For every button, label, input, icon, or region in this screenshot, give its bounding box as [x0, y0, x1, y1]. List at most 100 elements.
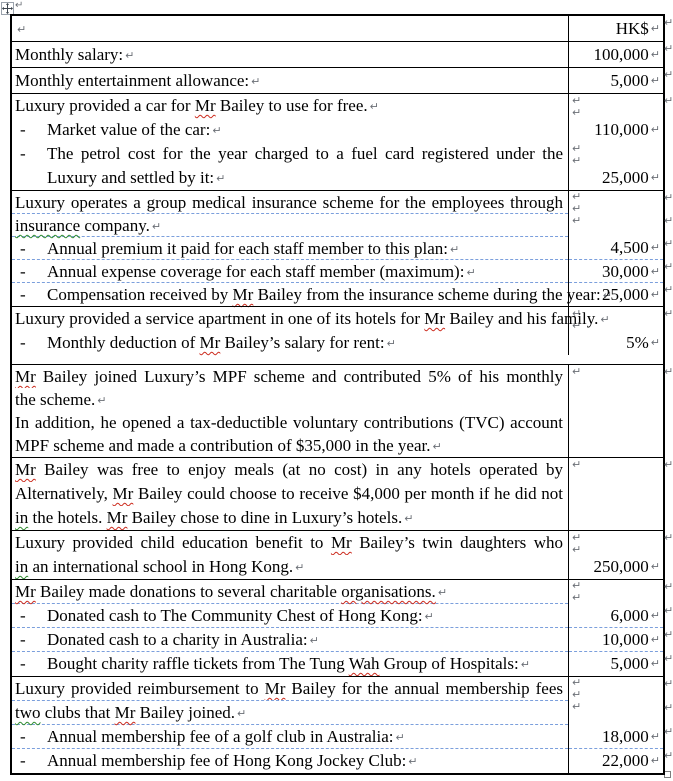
sub-item-line[interactable]: - The petrol cost for the year charged to… — [12, 142, 568, 166]
table-row-entertainment-allowance: Monthly entertainment allowance: ↵ 5,000 ↵… — [12, 67, 673, 93]
description-line[interactable]: Luxury operates a group medical insuranc… — [12, 191, 568, 214]
sub-item-line[interactable]: - Monthly deduction of Mr Bailey’s salary… — [12, 331, 568, 355]
header-description-cell[interactable]: ↵ — [12, 16, 568, 41]
paragraph-mark: ↵ — [650, 264, 660, 278]
amount-value: 4,500 — [610, 238, 649, 257]
text: clubs that — [40, 703, 115, 722]
paragraph-mark: ↵ — [650, 22, 660, 35]
salary-benefits-table: ↵ HK$ ↵ ↵ Monthly salary: ↵ 100,000 ↵ ↵ Mon… — [10, 14, 673, 775]
empty-amount-cell[interactable]: ↵ ↵ — [572, 94, 582, 119]
dash-bullet: - — [20, 120, 26, 139]
misspelled-word: Mr — [199, 333, 221, 352]
amount-value: 22,000 — [602, 751, 649, 770]
text: the hotels. — [28, 508, 107, 527]
amount-value: 25,000 — [602, 285, 649, 304]
paragraph-mark: ↵ — [466, 266, 476, 279]
paragraph-mark: ↵ — [216, 172, 226, 185]
amount-cell[interactable]: 5,000 ↵ — [569, 68, 663, 93]
description-line[interactable]: Monthly entertainment allowance: ↵ — [12, 68, 568, 93]
text: Luxury provided child education benefit … — [15, 533, 331, 552]
paragraph-mark: ↵ — [151, 220, 162, 233]
amount-value: 100,000 — [593, 45, 649, 64]
text: Bailey made donations to several charita… — [35, 582, 342, 601]
paragraph-mark: ↵ — [520, 658, 530, 671]
description-line[interactable]: two clubs that Mr Bailey joined. ↵ — [12, 701, 568, 725]
paragraph-mark: ↵ — [650, 657, 660, 670]
description-line[interactable]: the scheme. ↵ — [12, 388, 568, 411]
amount-value: 25,000 — [602, 168, 649, 187]
misspelled-word: Mr — [15, 582, 36, 601]
paragraph-mark: ↵ — [309, 634, 319, 647]
description-line[interactable]: MPF scheme and made a contribution of $3… — [12, 434, 568, 457]
description-line[interactable]: insurance company. ↵ — [12, 214, 568, 237]
sub-item-line[interactable]: - Annual expense coverage for each staff … — [12, 260, 568, 283]
amount-cell[interactable]: 250,000 ↵ — [569, 555, 663, 579]
description-line[interactable]: Luxury provided child education benefit … — [12, 531, 568, 555]
merged-amount-cell[interactable]: ↵ ↵ ↵ 18,000 ↵ — [569, 677, 663, 749]
description-line[interactable]: in an international school in Hong Kong.… — [12, 555, 568, 579]
misspelled-word: Mr — [15, 367, 36, 386]
empty-amount-cell[interactable]: ↵ — [572, 365, 582, 378]
text: Annual membership fee of a golf club in … — [47, 727, 394, 746]
text: Luxury and settled by it: — [47, 168, 215, 187]
sub-item-line[interactable]: - Market value of the car: ↵ — [12, 118, 568, 142]
paragraph-mark: ↵ — [650, 560, 660, 573]
description-line[interactable]: Mr Bailey was free to enjoy meals (at no… — [12, 458, 568, 482]
amount-cell[interactable]: 5% ↵ — [569, 331, 663, 355]
amount-cell[interactable]: 100,000 ↵ — [569, 42, 663, 67]
paragraph-mark: ↵ — [404, 512, 414, 525]
description-line[interactable]: Monthly salary: ↵ — [12, 42, 568, 67]
description-line[interactable]: In addition, he opened a tax-deductible … — [12, 411, 568, 434]
description-line[interactable]: Mr Bailey joined Luxury’s MPF scheme and… — [12, 365, 568, 388]
amount-value: 250,000 — [593, 557, 649, 576]
empty-amount-cell[interactable]: ↵ ↵ — [572, 531, 582, 556]
description-line[interactable]: Luxury provided a car for Mr Bailey to u… — [12, 94, 568, 118]
sub-item-line[interactable]: - Compensation received by Mr Bailey from… — [12, 283, 612, 306]
sub-item-line[interactable]: - Annual membership fee of a golf club in… — [12, 725, 568, 749]
amount-cell[interactable]: 110,000 ↵ — [569, 118, 663, 142]
description-line[interactable]: Alternatively, Mr Bailey could choose to… — [12, 482, 568, 506]
grammar-flagged-word: in — [15, 557, 29, 576]
amount-cell[interactable]: 25,000 ↵ — [569, 166, 663, 190]
paragraph-mark: ↵ — [125, 49, 135, 62]
amount-cell[interactable]: 10,000 ↵ — [569, 628, 663, 652]
amount-cell[interactable]: 22,000 ↵ — [569, 749, 663, 773]
paragraph-mark: ↵ — [295, 561, 305, 574]
description-line[interactable]: Luxury provided reimbursement to Mr Bail… — [12, 677, 568, 701]
text: Bailey chose to dine in Luxury’s hotels. — [127, 508, 403, 527]
row-end-marks: ↵ — [664, 365, 673, 378]
sub-item-line[interactable]: - Annual premium it paid for each staff m… — [12, 237, 568, 260]
merged-amount-cell[interactable]: ↵ ↵ ↵ 4,500 ↵ — [569, 191, 663, 260]
text: Bailey and his family. — [445, 309, 599, 328]
paragraph-mark: ↵ — [424, 610, 434, 623]
currency-label: HK$ — [615, 19, 649, 38]
table-row-medical-insurance: Luxury operates a group medical insuranc… — [12, 190, 673, 306]
empty-amount-cell[interactable]: ↵ ↵ — [572, 307, 582, 332]
description-line[interactable]: in the hotels. Mr Bailey chose to dine i… — [12, 506, 568, 530]
paragraph-mark: ↵ — [650, 754, 660, 767]
amount-cell[interactable]: 25,000 ↵ — [569, 283, 663, 306]
description-line[interactable]: Mr Bailey made donations to several char… — [12, 580, 568, 604]
paragraph-mark: ↵ — [650, 730, 660, 743]
amount-value: 110,000 — [594, 120, 649, 139]
text: Group of Hospitals: — [379, 654, 519, 673]
table-row-header: ↵ HK$ ↵ ↵ — [12, 16, 673, 41]
amount-cell[interactable]: 5,000 ↵ — [569, 652, 663, 676]
description-line[interactable]: Luxury provided a service apartment in o… — [12, 307, 610, 331]
table-move-handle-icon[interactable] — [1, 2, 14, 15]
row-end-marks: ↵ — [664, 307, 673, 320]
sub-item-line[interactable]: - Donated cash to a charity in Australia:… — [12, 628, 568, 652]
sub-item-line[interactable]: - Donated cash to The Community Chest of … — [12, 604, 568, 628]
amount-cell[interactable]: 30,000 ↵ — [569, 260, 663, 283]
dash-bullet: - — [20, 727, 26, 746]
text: Luxury provided reimbursement to — [15, 679, 265, 698]
empty-amount-cell[interactable]: ↵ ↵ — [572, 142, 582, 167]
merged-amount-cell[interactable]: ↵ ↵ 6,000 ↵ — [569, 580, 663, 628]
sub-item-continuation[interactable]: Luxury and settled by it: ↵ — [12, 166, 568, 190]
misspelled-word: Mr — [264, 679, 286, 698]
sub-item-line[interactable]: - Bought charity raffle tickets from The … — [12, 652, 568, 676]
header-currency-cell[interactable]: HK$ ↵ — [569, 16, 663, 41]
sub-item-line[interactable]: - Annual membership fee of Hong Kong Jock… — [12, 749, 568, 773]
empty-amount-cell[interactable]: ↵ — [572, 458, 582, 471]
